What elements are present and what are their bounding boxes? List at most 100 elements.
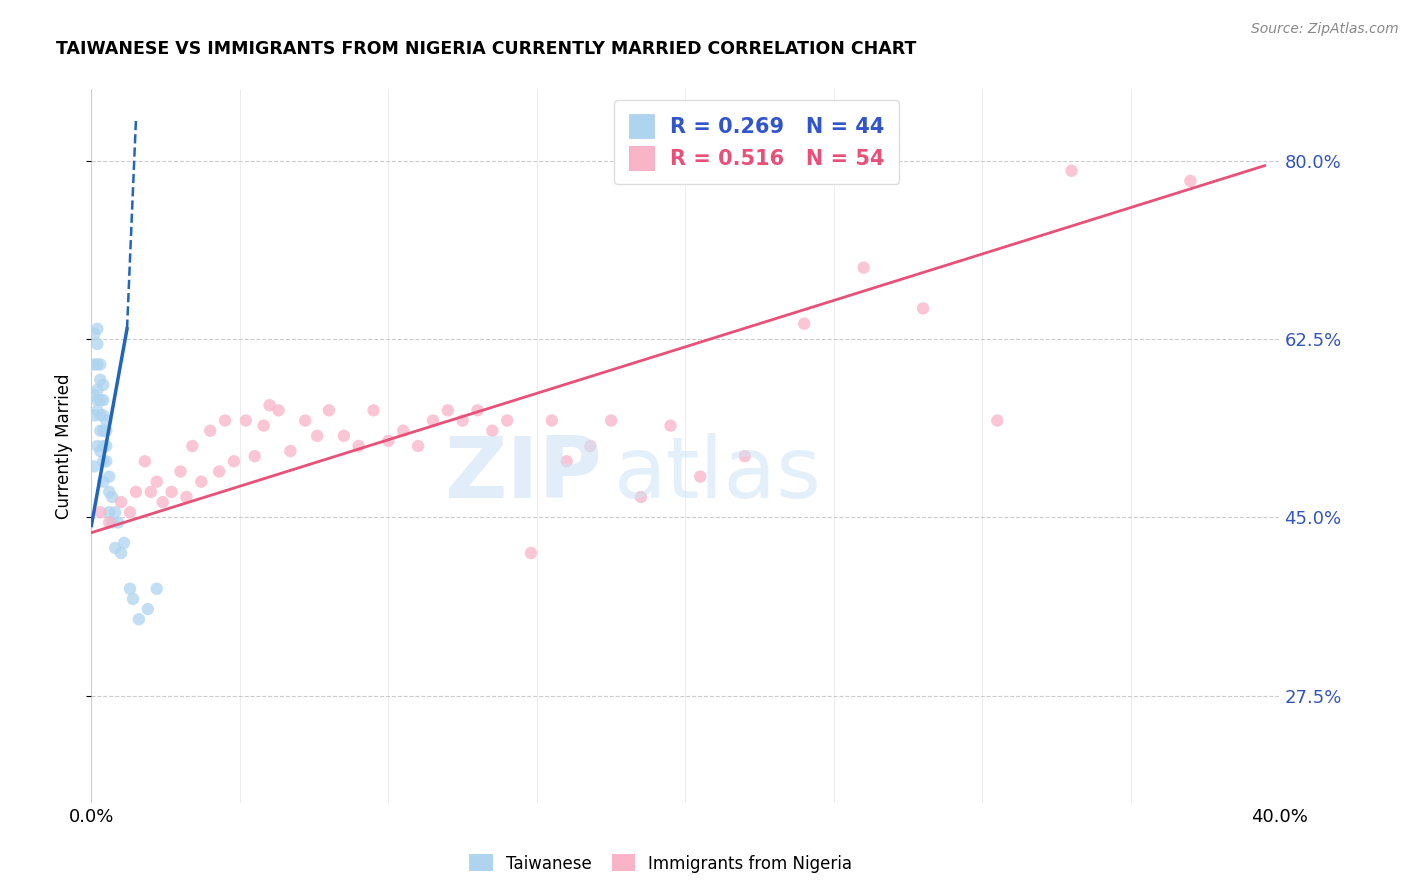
Point bbox=[89, 409, 111, 423]
Point bbox=[104, 541, 127, 555]
Point bbox=[118, 582, 141, 596]
Point bbox=[377, 434, 399, 448]
Point bbox=[689, 469, 711, 483]
Point bbox=[89, 373, 111, 387]
Point bbox=[145, 582, 167, 596]
Point bbox=[128, 612, 150, 626]
Point bbox=[86, 403, 108, 417]
Y-axis label: Currently Married: Currently Married bbox=[55, 373, 73, 519]
Text: atlas: atlas bbox=[614, 433, 823, 516]
Point bbox=[136, 602, 159, 616]
Point bbox=[86, 439, 108, 453]
Point bbox=[145, 475, 167, 489]
Point bbox=[107, 516, 129, 530]
Point bbox=[1060, 163, 1083, 178]
Point bbox=[110, 495, 132, 509]
Point bbox=[101, 490, 124, 504]
Point bbox=[520, 546, 543, 560]
Point bbox=[86, 383, 108, 397]
Point bbox=[208, 465, 231, 479]
Point bbox=[496, 413, 519, 427]
Point bbox=[96, 454, 118, 468]
Point bbox=[259, 398, 281, 412]
Point bbox=[1180, 174, 1202, 188]
Point bbox=[200, 424, 222, 438]
Point bbox=[91, 439, 114, 453]
Point bbox=[118, 505, 141, 519]
Point bbox=[101, 516, 124, 530]
Point bbox=[579, 439, 602, 453]
Point bbox=[83, 388, 105, 402]
Point bbox=[112, 536, 135, 550]
Point bbox=[176, 490, 198, 504]
Point bbox=[280, 444, 302, 458]
Point bbox=[86, 337, 108, 351]
Point bbox=[630, 490, 652, 504]
Point bbox=[98, 516, 121, 530]
Point bbox=[267, 403, 290, 417]
Point bbox=[214, 413, 236, 427]
Point bbox=[422, 413, 444, 427]
Point bbox=[436, 403, 458, 417]
Point bbox=[307, 429, 329, 443]
Point bbox=[96, 413, 118, 427]
Point bbox=[86, 393, 108, 408]
Legend: Taiwanese, Immigrants from Nigeria: Taiwanese, Immigrants from Nigeria bbox=[463, 847, 859, 880]
Point bbox=[347, 439, 370, 453]
Legend: R = 0.269   N = 44, R = 0.516   N = 54: R = 0.269 N = 44, R = 0.516 N = 54 bbox=[614, 100, 900, 185]
Point bbox=[91, 393, 114, 408]
Point bbox=[852, 260, 875, 275]
Point bbox=[333, 429, 356, 443]
Point bbox=[555, 454, 578, 468]
Point bbox=[406, 439, 429, 453]
Point bbox=[160, 484, 183, 499]
Point bbox=[139, 484, 162, 499]
Point bbox=[467, 403, 489, 417]
Point bbox=[451, 413, 474, 427]
Point bbox=[89, 444, 111, 458]
Point bbox=[122, 591, 145, 606]
Text: ZIP: ZIP bbox=[444, 433, 602, 516]
Point bbox=[986, 413, 1008, 427]
Point bbox=[96, 424, 118, 438]
Point bbox=[89, 424, 111, 438]
Point bbox=[169, 465, 191, 479]
Point bbox=[911, 301, 934, 316]
Point bbox=[91, 424, 114, 438]
Point bbox=[98, 484, 121, 499]
Point bbox=[363, 403, 385, 417]
Point bbox=[110, 546, 132, 560]
Point bbox=[243, 449, 266, 463]
Point bbox=[222, 454, 245, 468]
Point bbox=[481, 424, 503, 438]
Point bbox=[734, 449, 756, 463]
Point bbox=[181, 439, 204, 453]
Point bbox=[91, 409, 114, 423]
Point bbox=[793, 317, 815, 331]
Point bbox=[659, 418, 682, 433]
Point bbox=[104, 505, 127, 519]
Point bbox=[152, 495, 174, 509]
Point bbox=[91, 377, 114, 392]
Point bbox=[98, 469, 121, 483]
Point bbox=[235, 413, 257, 427]
Point bbox=[89, 505, 111, 519]
Point bbox=[190, 475, 212, 489]
Point bbox=[392, 424, 415, 438]
Point bbox=[294, 413, 316, 427]
Point bbox=[318, 403, 340, 417]
Text: TAIWANESE VS IMMIGRANTS FROM NIGERIA CURRENTLY MARRIED CORRELATION CHART: TAIWANESE VS IMMIGRANTS FROM NIGERIA CUR… bbox=[56, 40, 917, 58]
Point bbox=[89, 358, 111, 372]
Point bbox=[98, 505, 121, 519]
Point bbox=[83, 459, 105, 474]
Point bbox=[86, 322, 108, 336]
Point bbox=[600, 413, 623, 427]
Point bbox=[91, 454, 114, 468]
Point bbox=[540, 413, 562, 427]
Point bbox=[86, 358, 108, 372]
Point bbox=[134, 454, 156, 468]
Point bbox=[83, 409, 105, 423]
Text: Source: ZipAtlas.com: Source: ZipAtlas.com bbox=[1251, 22, 1399, 37]
Point bbox=[125, 484, 148, 499]
Point bbox=[89, 393, 111, 408]
